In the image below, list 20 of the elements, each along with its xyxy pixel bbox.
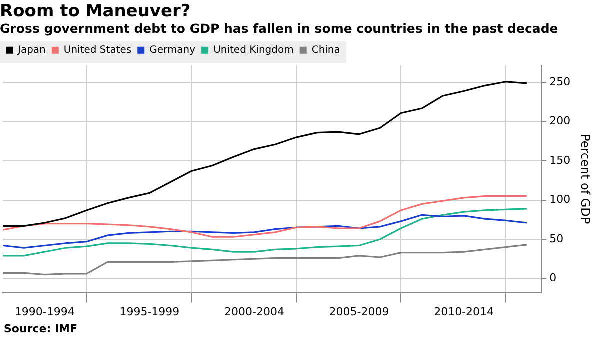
x-tick-label: 1990-1994 bbox=[14, 305, 75, 318]
y-tick-label: 50 bbox=[550, 232, 564, 246]
y-tick-label: 150 bbox=[550, 154, 571, 167]
x-tick-label: 2000-2004 bbox=[224, 305, 284, 318]
x-tick-label: 2005-2009 bbox=[329, 305, 390, 318]
y-axis-title: Percent of GDP bbox=[578, 134, 593, 224]
chart-title: Room to Maneuver? bbox=[0, 2, 191, 22]
y-tick-label: 250 bbox=[550, 76, 571, 89]
legend-label: Japan bbox=[17, 44, 46, 56]
legend-label: United Kingdom bbox=[214, 44, 294, 56]
source-note: Source: IMF bbox=[4, 322, 78, 336]
legend-label: China bbox=[312, 44, 340, 56]
legend-label: Germany bbox=[150, 44, 196, 56]
y-tick-label: 100 bbox=[550, 193, 571, 206]
legend-label: United States bbox=[64, 44, 132, 56]
chart-subtitle: Gross government debt to GDP has fallen in some countries in the past decade bbox=[0, 21, 558, 36]
y-tick-label: 200 bbox=[550, 114, 571, 128]
y-tick-label: 0 bbox=[550, 272, 557, 285]
x-tick-label: 2010-2014 bbox=[434, 305, 494, 318]
x-tick-label: 1995-1999 bbox=[120, 305, 180, 318]
